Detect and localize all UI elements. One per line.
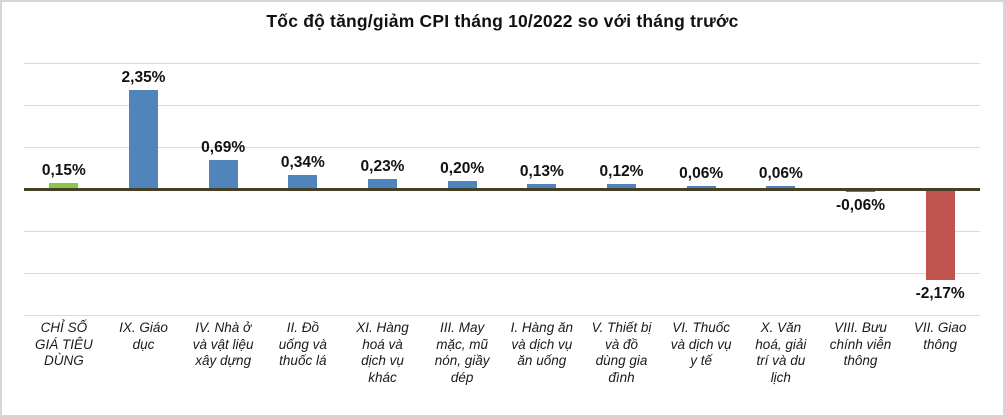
bar-value-label: 0,06% — [758, 165, 803, 183]
bar-value-label: 0,23% — [360, 158, 405, 176]
category-axis-label: XI. Hàng hoá và dịch vụ khác — [356, 320, 409, 386]
bar — [447, 180, 477, 189]
bar-value-label: -0,06% — [835, 196, 886, 214]
bar — [925, 189, 955, 281]
gridline — [24, 147, 980, 148]
gridline — [24, 105, 980, 106]
bar — [129, 90, 158, 189]
bar-value-label: 0,69% — [201, 139, 246, 157]
bar — [607, 183, 636, 189]
category-axis-label: II. Đồ uống và thuốc lá — [278, 320, 327, 369]
category-axis-label: VII. Giao thông — [913, 320, 967, 352]
bar — [49, 182, 79, 189]
bar-value-label: 0,06% — [679, 165, 724, 183]
bar — [208, 160, 238, 189]
category-axis-label: IV. Nhà ở và vật liệu xây dựng — [192, 320, 254, 369]
category-axis-label: VI. Thuốc và dịch vụ y tế — [670, 320, 732, 369]
bar-value-label: 0,15% — [41, 161, 86, 179]
category-axis-label: III. May mặc, mũ nón, giầy dép — [434, 320, 490, 386]
gridline — [24, 231, 980, 232]
chart-title: Tốc độ tăng/giảm CPI tháng 10/2022 so vớ… — [266, 11, 739, 31]
category-axis-label: I. Hàng ăn và dịch vụ ăn uống — [510, 320, 573, 369]
bar-value-label: 0,34% — [280, 153, 325, 171]
category-axis-label: IX. Giáo dục — [119, 320, 168, 352]
category-axis-label: X. Văn hoá, giải trí và du lịch — [755, 320, 807, 386]
bar-value-label: 0,13% — [519, 162, 564, 180]
gridline — [24, 315, 980, 316]
x-axis-line — [24, 188, 980, 191]
bar — [527, 183, 557, 189]
bar-value-label: 0,20% — [440, 159, 485, 177]
category-axis-label: VIII. Bưu chính viễn thông — [829, 320, 892, 369]
gridline — [24, 63, 980, 64]
bar — [766, 186, 796, 189]
bar — [686, 186, 716, 189]
bar — [288, 174, 318, 189]
bar-value-label: -2,17% — [915, 285, 965, 303]
gridline — [24, 273, 980, 274]
category-axis-label: V. Thiết bị và đồ dùng gia đình — [591, 320, 652, 386]
bar — [368, 179, 397, 189]
category-axis-label: CHỈ SỐ GIÁ TIÊU DÙNG — [34, 320, 93, 369]
bar-value-label: 2,35% — [121, 69, 166, 87]
bar-value-label: 0,12% — [599, 162, 644, 180]
